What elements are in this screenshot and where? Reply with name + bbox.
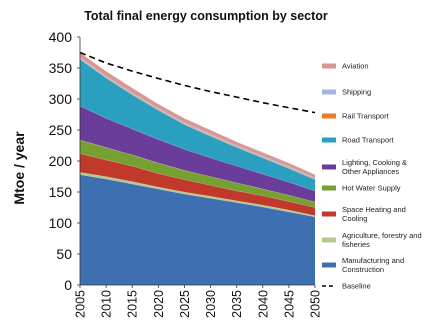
x-tick-label: 2045: [282, 290, 296, 318]
y-tick-label: 150: [49, 184, 73, 200]
legend-label: Shipping: [342, 88, 371, 97]
legend-swatch: [322, 262, 336, 268]
x-tick-label: 2050: [309, 290, 323, 318]
y-tick-label: 0: [64, 277, 72, 293]
legend-item-hot-water-supply: Hot Water Supply: [322, 184, 401, 193]
legend-label: Hot Water Supply: [342, 184, 401, 193]
area-edge-aviation: [79, 52, 316, 175]
baseline-line-group: [79, 51, 316, 114]
legend-label: Construction: [342, 265, 384, 274]
y-axis-label: Mtoe / year: [11, 131, 27, 205]
legend-item-lighting-cooking-other-appliances: Lighting, Cooking &Other Appliances: [322, 158, 407, 176]
legend-item-rail-transport: Rail Transport: [322, 112, 390, 121]
legend-swatch: [322, 164, 336, 170]
x-tick-label: 2025: [178, 290, 192, 318]
legend-label: fisheries: [342, 240, 370, 249]
x-tick-label: 2040: [256, 290, 270, 318]
legend-swatch: [322, 185, 336, 191]
y-tick-label: 200: [49, 153, 73, 169]
legend-swatch: [322, 211, 336, 217]
legend-label: Manufacturing and: [342, 256, 404, 265]
area-agriculture-forestry-and-fisheries: [80, 172, 315, 217]
legend-label: Aviation: [342, 62, 369, 71]
area-space-heating-and-cooling: [80, 153, 315, 216]
area-road-transport: [80, 59, 315, 191]
x-tick-label: 2015: [126, 290, 140, 318]
legend-swatch: [322, 237, 336, 243]
legend-label: Other Appliances: [342, 167, 399, 176]
legend-label: Agriculture, forestry and: [342, 231, 422, 240]
axes: 0 50 100 150 200 250 300 350 400 2005 2010 2015 2020…: [49, 29, 323, 318]
legend-label: Road Transport: [342, 136, 395, 145]
legend-swatch: [322, 113, 336, 119]
legend-swatch: [322, 89, 336, 95]
legend: Aviation Shipping Rail Transport Road Trans…: [322, 62, 422, 291]
area-manufacturing-and-construction: [80, 174, 315, 285]
legend-label: Lighting, Cooking &: [342, 158, 407, 167]
legend-item-aviation: Aviation: [322, 62, 369, 71]
y-tick-label: 50: [56, 246, 72, 262]
y-tick-label: 300: [49, 91, 73, 107]
legend-item-baseline: Baseline: [322, 282, 371, 291]
stacked-areas: [79, 52, 316, 285]
legend-item-road-transport: Road Transport: [322, 136, 395, 145]
x-tick-label: 2035: [230, 290, 244, 318]
y-tick-label: 400: [49, 29, 73, 45]
x-tick-label: 2005: [74, 290, 88, 318]
x-tick-label: 2020: [152, 290, 166, 318]
y-tick-label: 250: [49, 122, 73, 138]
legend-label: Cooling: [342, 214, 367, 223]
baseline-line: [79, 51, 316, 114]
legend-item-shipping: Shipping: [322, 88, 371, 97]
x-tick-label: 2010: [100, 290, 114, 318]
y-tick-label: 350: [49, 60, 73, 76]
x-tick-label: 2030: [204, 290, 218, 318]
legend-label: Space Heating and: [342, 205, 406, 214]
legend-swatch: [322, 137, 336, 143]
chart-title: Total final energy consumption by sector: [84, 9, 328, 23]
area-aviation: [80, 52, 315, 178]
y-tick-label: 100: [49, 215, 73, 231]
legend-swatch: [322, 63, 336, 69]
legend-label: Baseline: [342, 282, 371, 291]
legend-label: Rail Transport: [342, 112, 390, 121]
